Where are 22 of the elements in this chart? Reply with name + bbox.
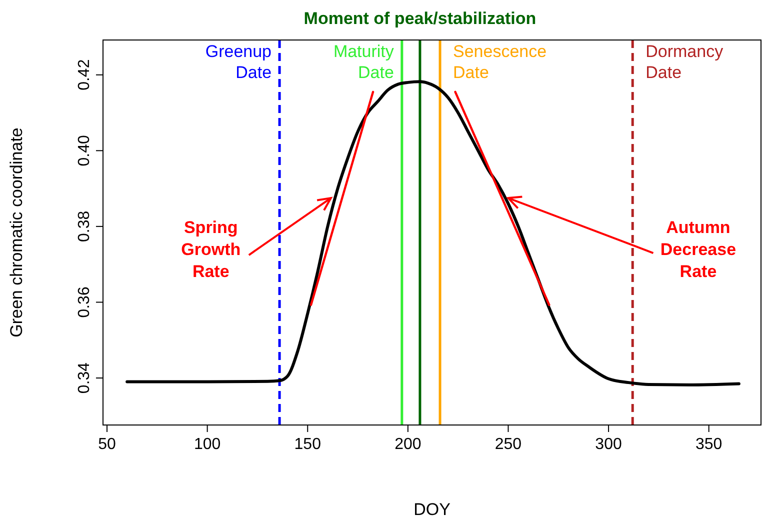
x-tick-label: 50	[98, 436, 116, 453]
line-series	[126, 80, 740, 386]
x-tick-label: 150	[294, 436, 322, 453]
ref-line-label: Greenup Date	[205, 42, 272, 82]
annotation: Autumn Decrease Rate	[660, 218, 736, 282]
y-tick-label: 0.40	[76, 134, 93, 166]
x-tick-label: 350	[695, 436, 722, 453]
y-tick-label: 0.34	[76, 362, 93, 394]
ref-line-label: Dormancy Date	[646, 42, 724, 82]
x-tick-label: 100	[194, 436, 221, 453]
x-tick-label: 300	[595, 436, 622, 453]
ref-line-label: Senescence Date	[453, 42, 547, 82]
y-tick-label: 0.36	[76, 286, 93, 318]
x-tick-label: 250	[494, 436, 522, 453]
x-tick-label: 200	[394, 436, 422, 453]
ref-line-label: Moment of peak/stabilization	[304, 9, 536, 28]
y-tick-label: 0.42	[76, 59, 93, 90]
annotation: Spring Growth Rate	[181, 218, 241, 282]
x-axis-title: DOY	[414, 500, 450, 519]
y-tick-label: 0.38	[76, 210, 93, 242]
y-axis-title: Green chromatic coordinate	[7, 128, 26, 338]
ref-line-label: Maturity Date	[333, 42, 394, 82]
